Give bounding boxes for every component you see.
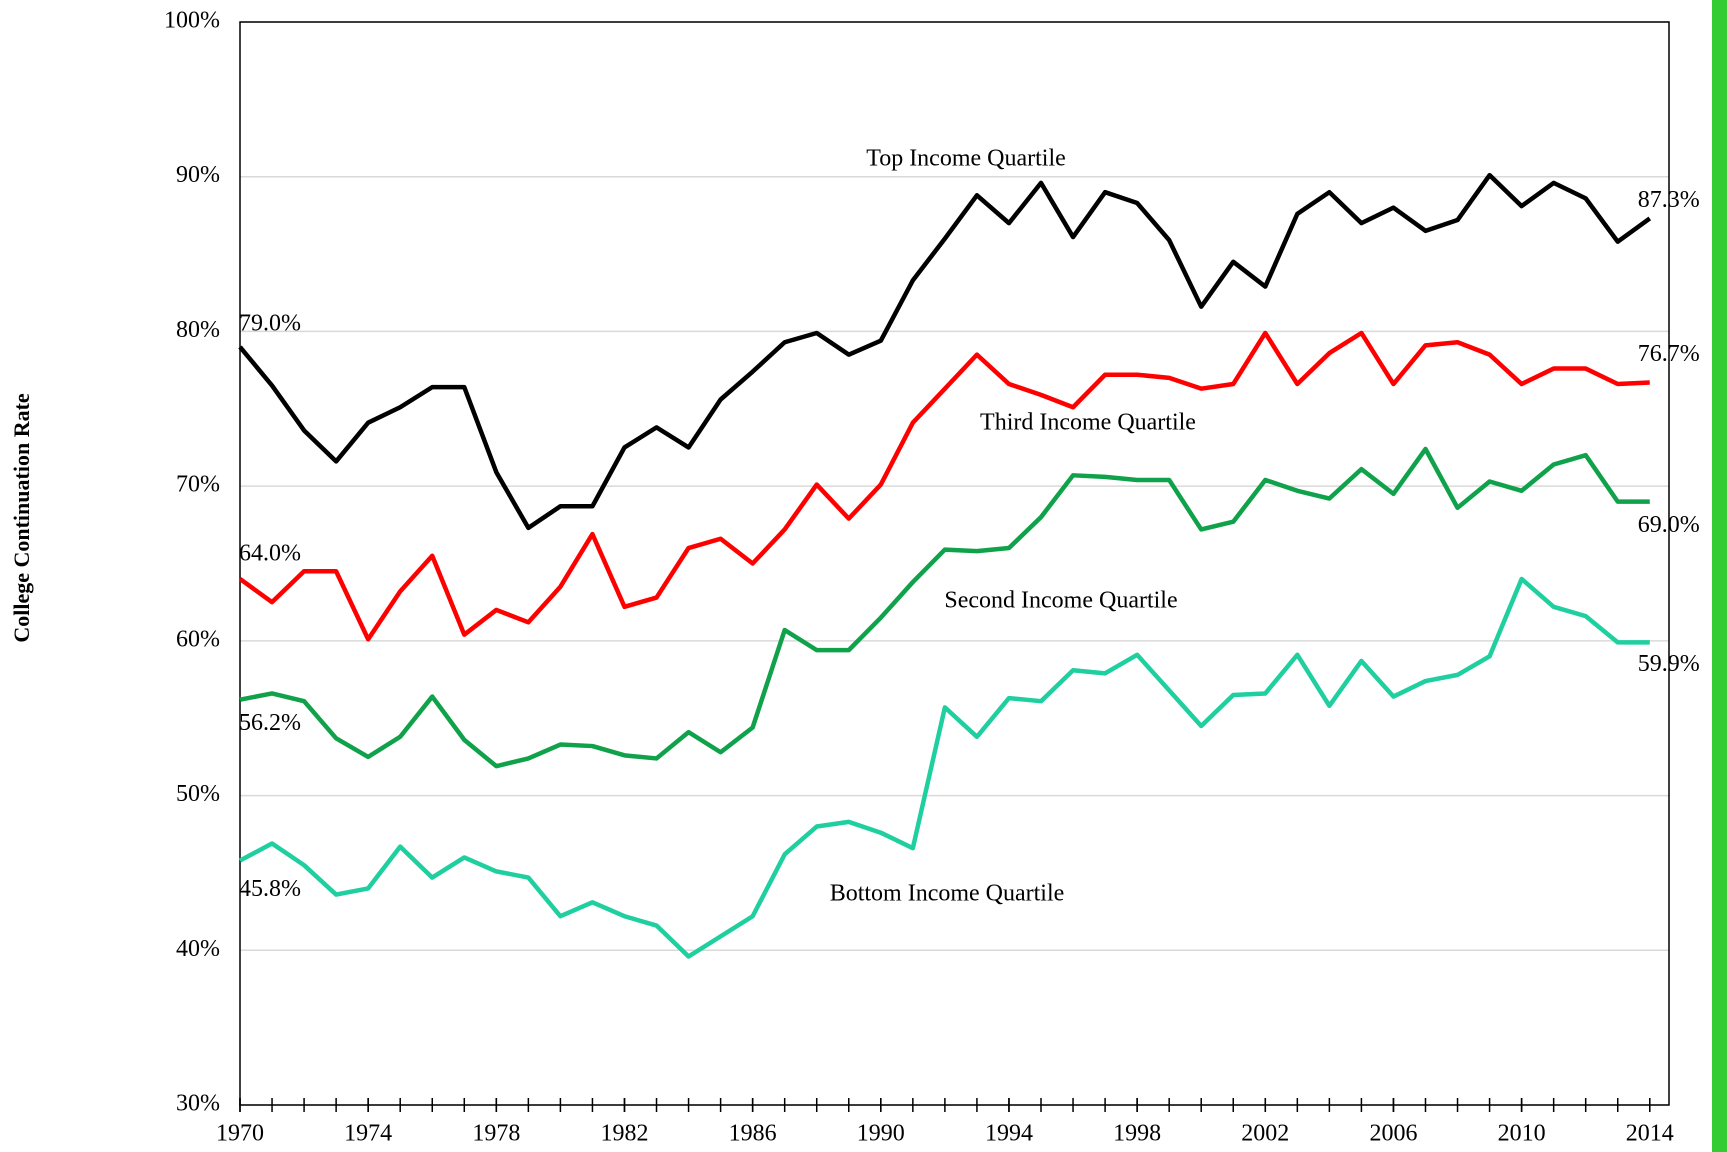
plot-border xyxy=(239,21,1670,1106)
line-series xyxy=(238,330,1650,642)
value-label: 87.3% xyxy=(1638,187,1700,213)
series-label: Third Income Quartile xyxy=(980,410,1196,436)
y-tick-label: 90% xyxy=(176,162,220,188)
value-label: 76.7% xyxy=(1638,341,1700,367)
line-series xyxy=(238,172,1652,531)
x-tick-label: 2006 xyxy=(1369,1121,1417,1147)
line-series xyxy=(238,576,1650,959)
y-tick-label: 60% xyxy=(176,626,220,652)
x-tick-label: 1978 xyxy=(472,1121,520,1147)
y-tick-label: 50% xyxy=(176,781,220,807)
side-stripe xyxy=(1712,0,1727,1152)
series-label: Top Income Quartile xyxy=(866,146,1066,172)
y-tick-label: 30% xyxy=(176,1091,220,1117)
x-tick-label: 2002 xyxy=(1241,1121,1289,1147)
x-tick-label: 1994 xyxy=(985,1121,1033,1147)
y-tick-label: 40% xyxy=(176,936,220,962)
value-label: 69.0% xyxy=(1638,512,1700,538)
x-tick-label: 1990 xyxy=(857,1121,905,1147)
x-tick-label: 2010 xyxy=(1498,1121,1546,1147)
x-tick-label: 1998 xyxy=(1113,1121,1161,1147)
x-tick-label: 1970 xyxy=(216,1121,264,1147)
y-tick-label: 80% xyxy=(176,317,220,343)
value-label: 79.0% xyxy=(239,310,301,336)
series-label: Bottom Income Quartile xyxy=(830,881,1065,907)
value-label: 45.8% xyxy=(239,876,301,902)
x-tick-label: 1974 xyxy=(344,1121,392,1147)
x-tick-label: 2014 xyxy=(1626,1121,1674,1147)
y-axis-title: College Continuation Rate xyxy=(9,393,34,643)
x-tick-label: 1982 xyxy=(600,1121,648,1147)
value-label: 64.0% xyxy=(239,540,301,566)
value-label: 56.2% xyxy=(239,710,301,736)
x-tick-label: 1986 xyxy=(729,1121,777,1147)
value-label: 59.9% xyxy=(1638,651,1700,677)
y-tick-label: 100% xyxy=(164,8,220,34)
series-label: Second Income Quartile xyxy=(944,588,1177,614)
y-tick-label: 70% xyxy=(176,472,220,498)
line-series xyxy=(239,446,1650,769)
